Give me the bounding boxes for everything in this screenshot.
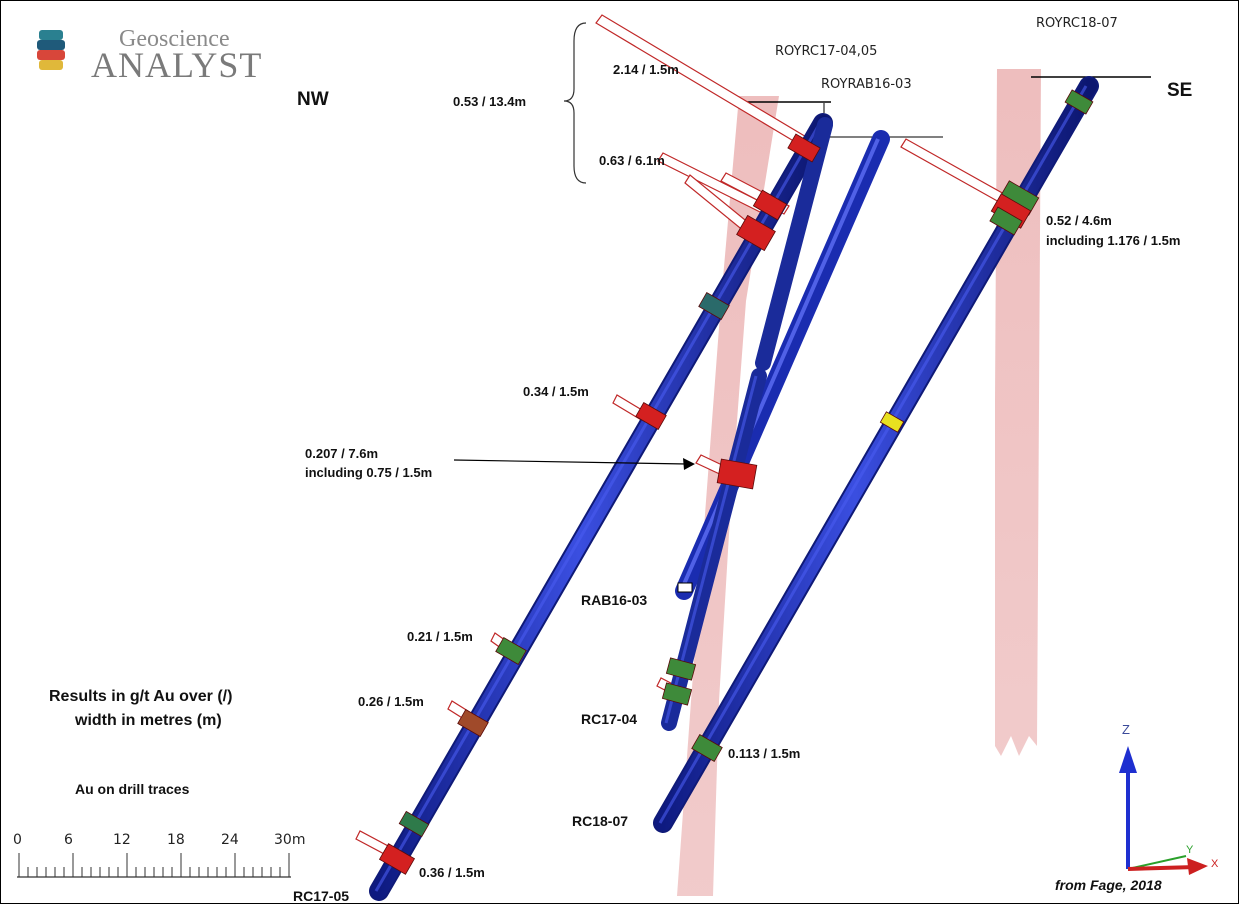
collar-label-rc18-07: ROYRC18-07 [1036,16,1118,31]
hole-label-rc17-05: RC17-05 [293,888,349,904]
assay-intervals [378,89,1094,875]
direction-se: SE [1167,80,1192,101]
direction-nw: NW [297,89,329,110]
scale-tick-18: 18 [167,832,185,848]
legend-traces: Au on drill traces [75,781,190,797]
intercept-label-6: 0.34 / 1.5m [523,384,589,399]
geoscience-analyst-logo: Geoscience ANALYST [37,26,262,85]
au-histogram-boxes [355,14,1014,865]
interval-brace [563,22,587,184]
collar-label-rab16-03: ROYRAB16-03 [821,77,912,92]
hole-label-rab16-03: RAB16-03 [581,592,647,608]
scale-tick-6: 6 [64,832,73,848]
collar-label-rc17-04-05: ROYRC17-04,05 [775,44,877,59]
scale-bar: 0 6 12 18 24 30m [13,832,305,878]
scale-tick-12: 12 [113,832,131,848]
intercept-label-4: 0.52 / 4.6m [1046,213,1112,228]
callout-arrowhead [683,458,695,470]
intercept-label-12: 0.36 / 1.5m [419,865,485,880]
intercept-label-11: 0.113 / 1.5m [728,746,800,761]
intercept-label-2: 2.14 / 1.5m [613,62,679,77]
axis-triad: Z Y X [1119,722,1219,875]
scale-tick-24: 24 [221,832,239,848]
legend-line-1: Results in g/t Au over (/) [49,688,232,705]
intercept-label-1: 0.53 / 13.4m [453,94,526,109]
scale-tick-0: 0 [13,832,22,848]
intercept-label-8: including 0.75 / 1.5m [305,465,432,480]
scale-tick-30: 30m [274,832,305,848]
rab16-03-end-marker [677,582,693,593]
intercept-label-10: 0.26 / 1.5m [358,694,424,709]
intercept-label-5: including 1.176 / 1.5m [1046,233,1180,248]
source-credit: from Fage, 2018 [1055,877,1162,893]
intercept-label-7: 0.207 / 7.6m [305,446,378,461]
hole-label-rc17-04: RC17-04 [581,711,637,727]
intercept-label-3: 0.63 / 6.1m [599,153,665,168]
drill-trace-rc17-05 [369,113,833,901]
legend-line-2: width in metres (m) [74,712,222,729]
logo-line1: Geoscience [119,26,230,52]
axis-y-label: Y [1186,844,1194,856]
logo-line2: ANALYST [91,45,262,85]
intercept-label-9: 0.21 / 1.5m [407,629,473,644]
axis-z-label: Z [1122,722,1130,737]
hole-label-rc18-07: RC18-07 [572,813,628,829]
callout-arrow [453,459,688,465]
axis-x-label: X [1211,858,1219,870]
